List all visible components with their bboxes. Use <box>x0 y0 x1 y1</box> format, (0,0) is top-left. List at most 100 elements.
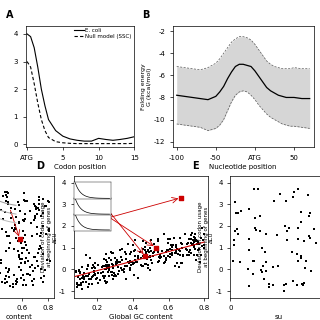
Point <box>92 261 97 266</box>
Point <box>151 250 156 255</box>
Point <box>36 201 41 206</box>
Point <box>0 227 5 232</box>
Point <box>282 223 287 228</box>
Legend: E. coli, Null model (SSC): E. coli, Null model (SSC) <box>74 28 132 39</box>
Point <box>36 247 42 252</box>
Point <box>291 189 296 195</box>
Point <box>236 210 241 215</box>
Point <box>147 250 152 255</box>
Point <box>254 228 259 233</box>
Point <box>192 239 197 244</box>
Point <box>195 239 200 244</box>
Point <box>152 241 157 246</box>
Null model (SSC) <box>43 129 47 132</box>
Point <box>169 242 174 247</box>
Point <box>4 193 9 198</box>
Point <box>17 237 22 242</box>
Point <box>77 277 83 282</box>
Point <box>188 236 194 241</box>
Point <box>290 278 295 284</box>
Point <box>38 230 44 235</box>
Point <box>27 273 32 278</box>
Point <box>0 207 3 212</box>
Point <box>102 264 108 269</box>
Point <box>165 254 170 259</box>
E. coli <box>29 35 33 39</box>
Point <box>25 247 30 252</box>
Point <box>260 269 265 275</box>
Point <box>236 232 241 237</box>
Point <box>9 210 14 215</box>
Point <box>186 241 191 246</box>
Null model (SSC) <box>68 141 72 145</box>
Point <box>103 251 108 256</box>
Point <box>192 244 197 249</box>
Point <box>307 234 312 239</box>
Point <box>95 280 100 285</box>
Point <box>306 192 311 197</box>
Point <box>134 260 140 265</box>
Point <box>143 261 148 267</box>
Point <box>3 209 8 214</box>
Point <box>32 204 37 209</box>
Point <box>172 250 177 255</box>
Point <box>190 230 195 236</box>
Point <box>80 275 85 280</box>
Point <box>108 258 113 263</box>
Point <box>7 283 12 288</box>
Point <box>181 252 186 257</box>
E. coli <box>104 138 108 141</box>
Point <box>12 273 17 278</box>
Point <box>106 255 111 260</box>
Point <box>145 256 150 261</box>
Point <box>262 250 268 255</box>
Point <box>157 255 162 260</box>
Point <box>252 216 258 221</box>
Point <box>12 227 17 232</box>
Point <box>0 260 4 265</box>
Point <box>173 244 179 250</box>
Point <box>122 269 127 274</box>
Point <box>36 207 42 212</box>
Point <box>85 285 91 290</box>
Point <box>113 261 118 267</box>
Point <box>3 265 8 270</box>
Point <box>90 273 95 278</box>
Point <box>106 267 111 272</box>
Point <box>90 274 95 279</box>
Point <box>194 258 199 263</box>
Point <box>136 253 141 259</box>
Point <box>20 218 25 223</box>
Point <box>296 259 301 264</box>
Point <box>43 267 48 272</box>
Point <box>30 268 35 273</box>
Point <box>30 283 35 288</box>
Point <box>0 279 1 284</box>
Point <box>100 264 106 269</box>
Point <box>191 235 196 240</box>
Point <box>110 272 115 277</box>
Point <box>93 276 99 281</box>
Point <box>22 198 28 203</box>
Point <box>246 267 251 272</box>
Point <box>303 259 308 264</box>
Point <box>21 218 26 223</box>
Point <box>103 278 108 284</box>
Point <box>193 231 198 236</box>
Point <box>186 237 191 242</box>
Point <box>246 284 251 289</box>
Point <box>3 277 8 282</box>
Point <box>99 264 104 269</box>
Point <box>129 259 134 264</box>
Point <box>35 263 40 268</box>
Point <box>22 212 28 217</box>
Point <box>144 249 149 254</box>
Point <box>125 241 130 246</box>
Point <box>264 231 269 236</box>
Point <box>41 279 46 284</box>
Point <box>255 186 260 191</box>
Point <box>79 264 84 269</box>
Point <box>138 255 143 260</box>
Point <box>133 238 138 243</box>
Point <box>141 264 146 269</box>
